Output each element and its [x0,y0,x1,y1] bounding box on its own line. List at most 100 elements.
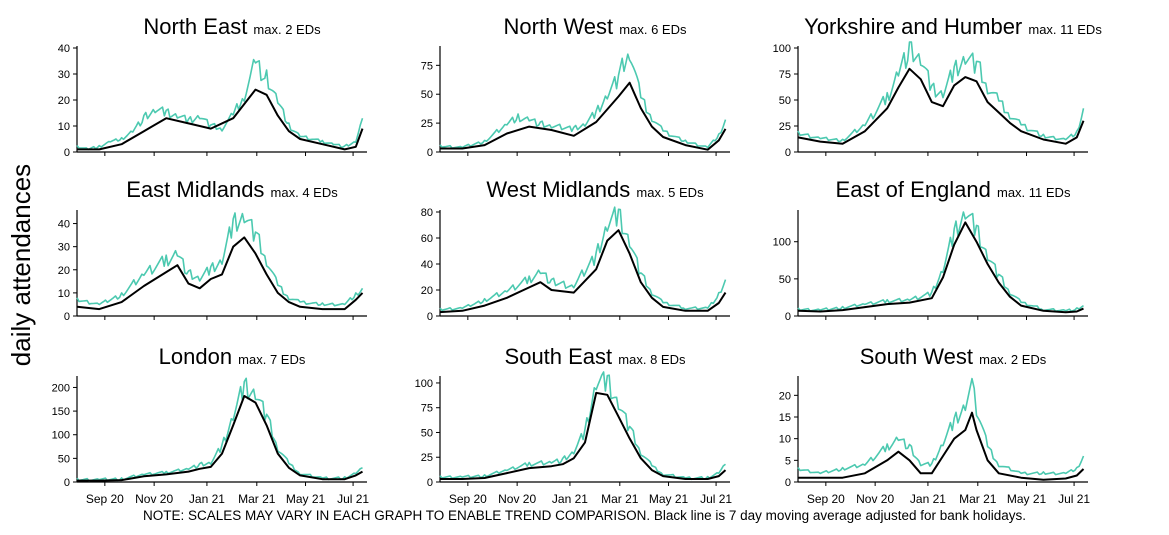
panel-subtitle: max. 2 EDs [979,352,1047,367]
y-tick-label: 40 [421,259,433,271]
panel-east-midlands: East Midlands max. 4 EDs 0 10 20 30 40 [58,177,367,323]
daily-attendance-line [76,58,364,151]
x-tick-label: Nov 20 [856,492,894,506]
x-tick-label: Mar 21 [601,492,639,506]
y-tick-label: 30 [58,242,70,254]
x-tick-label: Nov 20 [498,492,536,506]
panel-title: East of England max. 11 EDs [836,177,1071,202]
panel-title: North East max. 2 EDs [143,14,321,39]
y-tick-label: 25 [779,121,791,133]
panel-subtitle: max. 7 EDs [238,352,306,367]
y-tick-label: 0 [427,477,433,489]
x-tick-label: Jul 21 [1058,492,1090,506]
panel-title-main: North East [143,14,253,39]
panel-title-main: West Midlands [486,177,636,202]
daily-attendance-line [439,53,727,149]
panel-subtitle: max. 11 EDs [1028,22,1102,37]
x-tick-label: May 21 [649,492,689,506]
x-tick-label: Jul 21 [337,492,369,506]
y-tick-label: 100 [415,378,433,390]
y-tick-label: 20 [58,95,70,107]
y-tick-label: 20 [58,265,70,277]
daily-attendance-line [797,41,1085,143]
panel-title-main: London [159,344,239,369]
y-tick-label: 75 [421,60,433,72]
y-tick-label: 60 [421,233,433,245]
panel-title: South West max. 2 EDs [860,344,1047,369]
moving-average-line [76,236,364,311]
panel-south-west: South West max. 2 EDs 0 5 10 15 20 Sep 20 Nov 2… [779,344,1091,506]
y-tick-label: 100 [773,43,791,55]
y-tick-label: 0 [64,477,70,489]
x-tick-label: Mar 21 [238,492,276,506]
y-tick-label: 0 [64,311,70,323]
panel-north-east: North East max. 2 EDs 0 10 20 30 40 [58,14,367,159]
panel-subtitle: max. 2 EDs [253,22,321,37]
y-tick-label: 40 [58,219,70,231]
moving-average-line [440,391,727,480]
panel-south-east: South East max. 8 EDs 0 25 50 75 100 Sep 20 Nov… [415,344,733,506]
daily-attendance-line [439,371,726,481]
panel-title-main: South West [860,344,979,369]
x-tick-label: Sep 20 [86,492,124,506]
panel-yorkshire-and-humber: Yorkshire and Humber max. 11 EDs 0 25 50 75 1… [773,14,1103,159]
panel-north-west: North West max. 6 EDs 0 25 50 75 [421,14,730,159]
y-tick-label: 20 [421,285,433,297]
x-tick-label: May 21 [286,492,326,506]
y-tick-label: 20 [779,390,791,402]
panel-title-main: South East [505,344,619,369]
moving-average-line [440,81,727,151]
x-tick-label: Jul 21 [700,492,732,506]
y-tick-label: 50 [421,427,433,439]
x-tick-label: Jan 21 [910,492,946,506]
y-tick-label: 0 [427,147,433,159]
y-tick-label: 0 [427,311,433,323]
y-tick-label: 80 [421,207,433,219]
y-axis-label: daily attendances [6,164,36,366]
panel-title: South East max. 8 EDs [505,344,686,369]
moving-average-line [439,229,727,314]
y-tick-label: 15 [779,412,791,424]
panel-title: East Midlands max. 4 EDs [126,177,338,202]
y-tick-label: 10 [58,288,70,300]
panel-subtitle: max. 4 EDs [271,185,339,200]
panel-subtitle: max. 5 EDs [636,185,704,200]
y-tick-label: 50 [779,95,791,107]
y-tick-label: 0 [785,311,791,323]
x-tick-label: Sep 20 [807,492,845,506]
y-tick-label: 10 [779,434,791,446]
panel-east-of-england: East of England max. 11 EDs 0 50 100 [773,177,1088,323]
x-tick-label: Sep 20 [449,492,487,506]
panel-london: London max. 7 EDs 0 50 100 150 200 Sep 20 Nov 2… [52,344,370,506]
panel-subtitle: max. 8 EDs [618,352,686,367]
daily-attendance-line [76,377,363,482]
y-tick-label: 25 [421,118,433,130]
y-tick-label: 10 [58,121,70,133]
x-tick-label: Mar 21 [959,492,997,506]
y-tick-label: 50 [421,89,433,101]
moving-average-line [77,395,363,482]
x-tick-label: May 21 [1007,492,1047,506]
daily-attendance-line [797,211,1084,313]
moving-average-line [797,67,1085,145]
moving-average-line [798,411,1085,481]
daily-attendance-line [797,377,1085,476]
panel-title-main: East of England [836,177,997,202]
daily-attendance-line [439,206,727,312]
y-tick-label: 75 [421,403,433,415]
y-tick-label: 100 [52,430,70,442]
y-tick-label: 50 [58,453,70,465]
x-tick-label: Nov 20 [135,492,173,506]
y-tick-label: 0 [785,147,791,159]
panel-title: North West max. 6 EDs [504,14,687,39]
panel-title-main: Yorkshire and Humber [804,14,1028,39]
y-tick-label: 30 [58,69,70,81]
panel-title-main: East Midlands [126,177,270,202]
y-tick-label: 100 [773,237,791,249]
x-tick-label: Jan 21 [552,492,588,506]
daily-attendance-line [76,212,364,307]
y-tick-label: 150 [52,406,70,418]
y-tick-label: 50 [779,274,791,286]
moving-average-line [77,88,364,151]
